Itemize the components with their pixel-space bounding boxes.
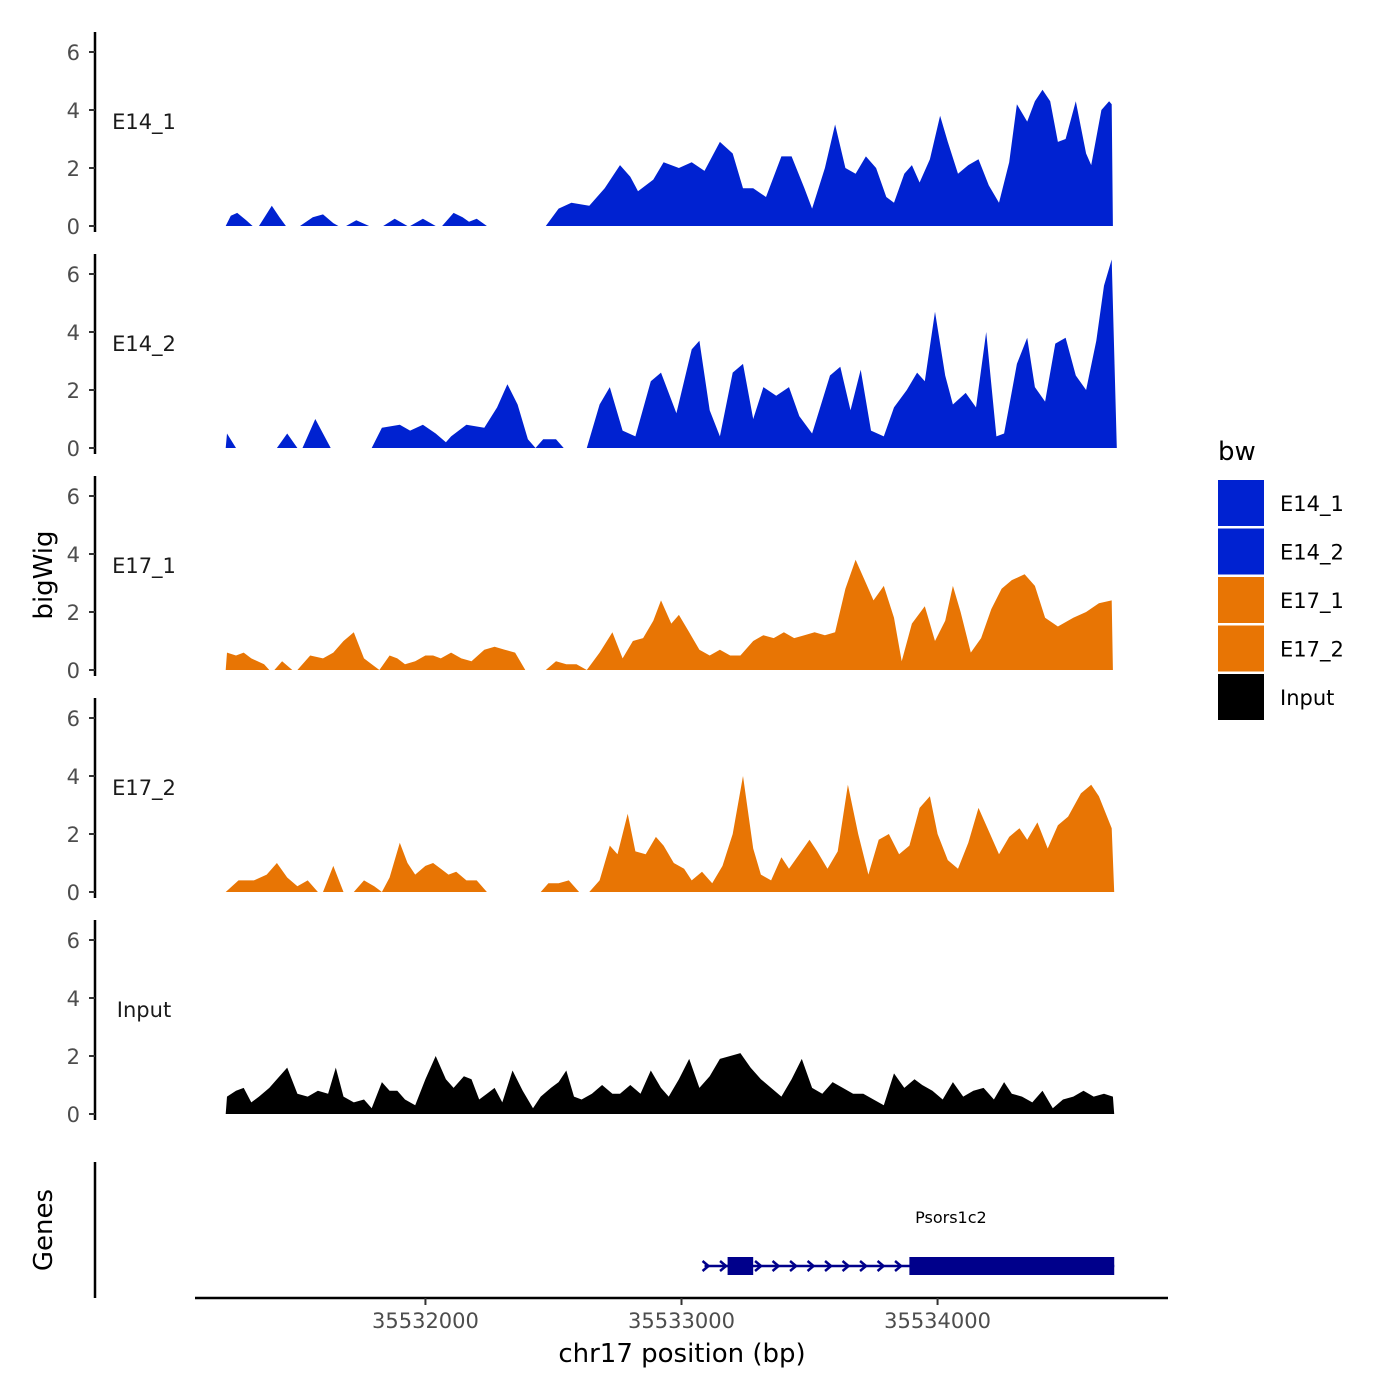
strand-arrow: [701, 1260, 711, 1272]
y-tick-label: 6: [67, 707, 80, 731]
gene-psors1c2: Psors1c2: [701, 1208, 1115, 1275]
y-tick-label: 0: [67, 215, 80, 239]
track-label: E14_2: [112, 332, 176, 357]
x-axis-label: chr17 position (bp): [558, 1339, 805, 1369]
coverage-area: [225, 559, 1113, 670]
y-tick-label: 2: [67, 601, 80, 625]
legend-label: E14_2: [1280, 541, 1344, 566]
strand-arrow: [789, 1260, 798, 1272]
legend-entry-e17-1: E17_1: [1218, 577, 1344, 623]
y-tick-label: 4: [67, 543, 80, 567]
coverage-area: [225, 776, 1115, 892]
track-e17-2: 0 2 4 6 E17_2: [67, 698, 1115, 905]
track-label: E17_2: [112, 776, 176, 801]
legend-swatch: [1218, 625, 1264, 672]
gene-exon: [727, 1257, 754, 1275]
y-tick-label: 2: [67, 157, 80, 181]
strand-arrow: [876, 1260, 886, 1272]
y-tick-label: 6: [67, 263, 80, 287]
legend-entry-e14-2: E14_2: [1218, 528, 1344, 575]
strand-arrow: [894, 1260, 903, 1272]
y-tick-label: 6: [67, 41, 80, 65]
track-e14-1: 0 2 4 6 E14_1: [67, 32, 1113, 239]
y-tick-label: 0: [67, 659, 80, 683]
legend-label: E14_1: [1280, 492, 1344, 517]
y-tick-label: 4: [67, 99, 80, 123]
legend-entry-e17-2: E17_2: [1218, 625, 1344, 672]
y-tick-label: 4: [67, 987, 80, 1011]
y-tick-label: 0: [67, 1103, 80, 1127]
x-tick-label: 35532000: [372, 1309, 479, 1333]
y-axis-label: bigWig: [29, 530, 59, 619]
legend-entry-input: Input: [1218, 674, 1334, 720]
strand-arrow: [859, 1260, 868, 1272]
coverage-area: [225, 1053, 1115, 1114]
y-tick-label: 4: [67, 765, 80, 789]
x-axis: 35532000 35533000 35534000: [195, 1296, 1168, 1333]
coverage-tracks: 0 2 4 6 E14_1 0 2 4 6 E14_2 0 2 4 6 E17_1 0 2 4 6 E17_2 0 2 4 6…: [67, 32, 1117, 1127]
legend: bw E14_1 E14_2 E17_1 E17_2 Input: [1218, 437, 1344, 720]
coverage-area: [225, 89, 1113, 226]
coverage-area: [225, 259, 1117, 448]
y-tick-label: 0: [67, 881, 80, 905]
strand-arrow: [719, 1260, 728, 1272]
track-label: E17_1: [112, 554, 176, 579]
legend-title: bw: [1218, 437, 1256, 467]
strand-arrow: [841, 1260, 851, 1272]
track-input: 0 2 4 6 Input: [67, 920, 1115, 1127]
legend-label: E17_1: [1280, 589, 1344, 614]
legend-label: E17_2: [1280, 638, 1344, 663]
legend-swatch: [1218, 674, 1264, 720]
legend-entry-e14-1: E14_1: [1218, 480, 1344, 526]
strand-arrow: [824, 1260, 833, 1272]
x-tick-label: 35534000: [884, 1309, 991, 1333]
strand-arrow: [754, 1260, 763, 1272]
x-tick-label: 35533000: [628, 1309, 735, 1333]
y-tick-label: 2: [67, 379, 80, 403]
track-label: Input: [117, 998, 171, 1022]
genes-track: Psors1c2: [93, 1162, 1115, 1298]
track-label: E14_1: [112, 110, 176, 135]
gene-exon: [909, 1257, 1115, 1275]
strand-arrow: [771, 1260, 781, 1272]
y-tick-label: 6: [67, 929, 80, 953]
legend-swatch: [1218, 577, 1264, 623]
legend-swatch: [1218, 528, 1264, 575]
legend-label: Input: [1280, 686, 1334, 710]
gene-label: Psors1c2: [915, 1208, 987, 1227]
legend-swatch: [1218, 480, 1264, 526]
track-e14-2: 0 2 4 6 E14_2: [67, 254, 1117, 461]
y-tick-label: 2: [67, 823, 80, 847]
genes-axis-label: Genes: [29, 1189, 59, 1271]
y-tick-label: 2: [67, 1045, 80, 1069]
track-e17-1: 0 2 4 6 E17_1: [67, 476, 1113, 683]
y-tick-label: 0: [67, 437, 80, 461]
strand-arrow: [806, 1260, 816, 1272]
y-tick-label: 4: [67, 321, 80, 345]
y-tick-label: 6: [67, 485, 80, 509]
